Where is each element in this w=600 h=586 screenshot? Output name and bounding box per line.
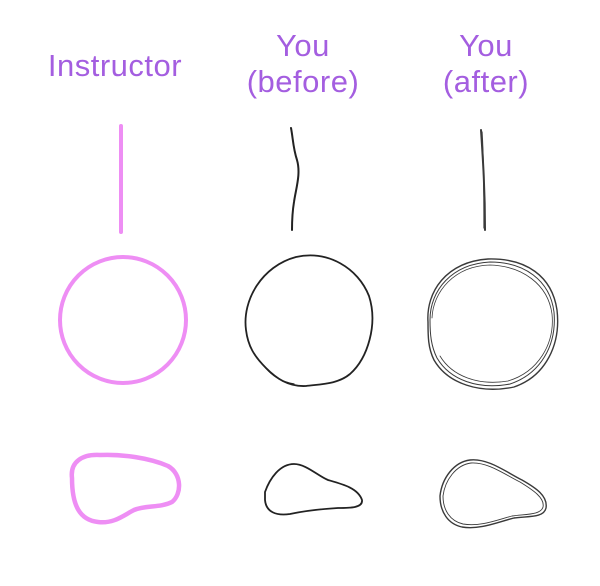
after-line-overlap [481,131,485,229]
before-drawings [244,127,374,516]
instructor-blob [69,452,182,525]
column-title-line: You [276,28,330,63]
instructor-drawings [58,124,188,525]
column-title-before: You (before) [208,28,398,100]
column-title-line: (before) [246,64,360,99]
column-title-line: Instructor [47,48,183,83]
before-blob [264,463,363,516]
before-circle-overlap [263,365,295,385]
column-title-line: (after) [442,64,530,99]
after-drawings [427,129,559,529]
after-blob-overlap [442,462,544,526]
column-title-after: You (after) [391,28,581,100]
after-circle-overlap [431,264,553,383]
column-title-line: You [459,28,513,63]
after-circle-overlap [429,261,555,387]
after-blob [439,459,547,529]
column-title-instructor: Instructor [20,48,210,84]
instructor-circle [58,255,188,385]
after-circle [427,258,559,390]
before-line [290,127,300,231]
